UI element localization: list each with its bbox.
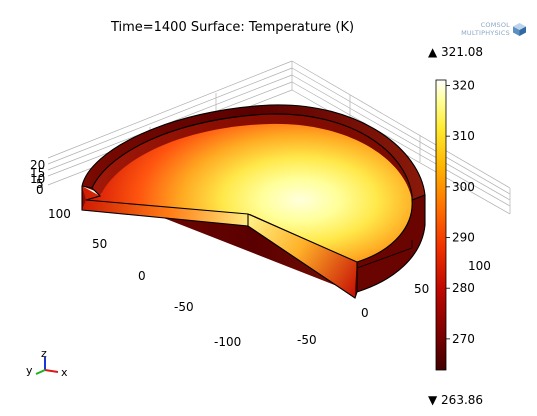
triad-x: x xyxy=(61,366,68,379)
vessel-surface xyxy=(81,104,426,299)
colorbar-tick-label: 280 xyxy=(452,281,475,295)
x-tick: 50 xyxy=(92,237,107,251)
y-tick: 0 xyxy=(361,306,369,320)
x-tick: 0 xyxy=(138,269,146,283)
x-tick: -100 xyxy=(214,335,241,349)
colorbar-tick-label: 310 xyxy=(452,129,475,143)
colorbar-max-label: ▲ 321.08 xyxy=(428,45,483,59)
y-axis: -50 0 50 100 xyxy=(297,259,491,347)
axis-triad: z y x xyxy=(26,347,68,379)
y-tick: 100 xyxy=(468,259,491,273)
inner-wall xyxy=(92,113,412,200)
y-tick: 50 xyxy=(414,282,429,296)
plot-title: Time=1400 Surface: Temperature (K) xyxy=(110,20,355,35)
colorbar-min-label: ▼ 263.86 xyxy=(428,393,483,407)
front-wall xyxy=(357,195,425,292)
x-tick: 100 xyxy=(48,207,71,221)
cut-face-b xyxy=(248,214,357,298)
colorbar: ▲ 321.08 320 310 300 290 280 270 ▼ 263.86 xyxy=(428,45,483,407)
z-tick: 5 xyxy=(36,177,44,191)
y-tick: -50 xyxy=(297,333,317,347)
comsol-cube-icon xyxy=(513,23,526,36)
triad-z: z xyxy=(41,347,47,360)
colorbar-tick-label: 270 xyxy=(452,332,475,346)
floor xyxy=(86,123,413,262)
cut-face-a xyxy=(82,186,248,226)
logo-line1: COMSOL xyxy=(480,21,510,29)
x-axis: 100 50 0 -50 -100 xyxy=(48,207,241,349)
z-tick: 15 xyxy=(30,166,45,180)
logo-line2: MULTIPHYSICS xyxy=(461,28,510,37)
x-tick: -50 xyxy=(174,300,194,314)
colorbar-tick-label: 290 xyxy=(452,231,475,245)
z-tick: 20 xyxy=(30,158,45,172)
logo-text: COMSOL MULTIPHYSICS xyxy=(448,21,510,37)
z-tick: 10 xyxy=(30,172,45,186)
triad-y: y xyxy=(26,364,33,377)
colorbar-tick-label: 320 xyxy=(452,78,475,92)
z-tick: 0 xyxy=(36,183,44,197)
comsol-logo: COMSOL MULTIPHYSICS xyxy=(448,20,530,46)
colorbar-tick-label: 300 xyxy=(452,180,475,194)
z-axis: 20 15 10 5 0 xyxy=(30,158,45,197)
colorbar-scale xyxy=(435,79,447,371)
